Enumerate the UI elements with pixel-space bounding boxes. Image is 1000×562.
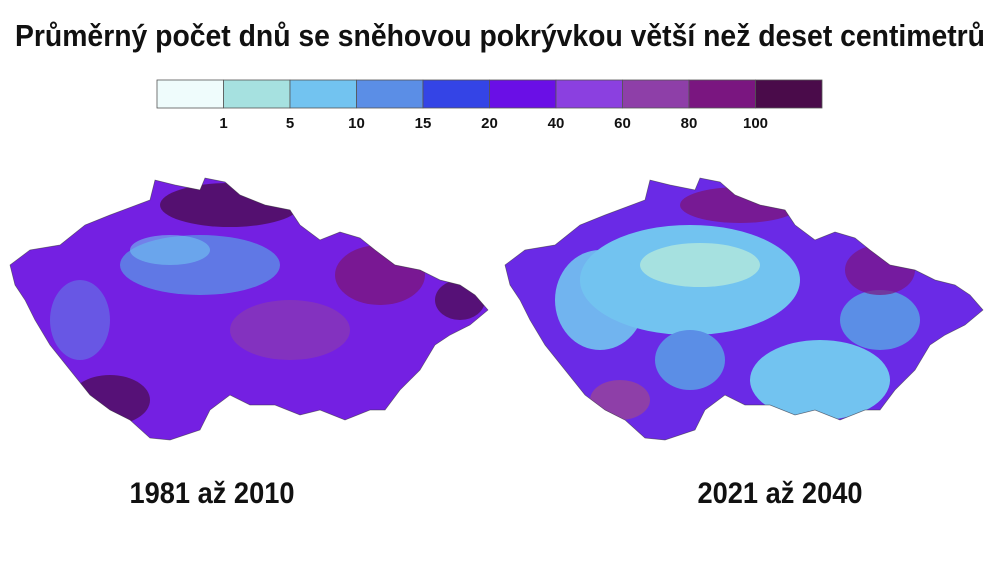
map-1981-2010: [9, 177, 489, 441]
legend-label: 5: [286, 115, 294, 132]
legend-swatch: [489, 79, 557, 109]
legend-label: 15: [415, 115, 432, 132]
legend-swatch: [688, 79, 756, 109]
legend-label: 20: [481, 115, 498, 132]
map-title: Průměrný počet dnů se sněhovou pokrývkou…: [15, 18, 985, 53]
legend: 1 5 10 15 20 40 60 80 100: [156, 79, 823, 132]
legend-swatch: [223, 79, 291, 109]
legend-label: 80: [681, 115, 698, 132]
legend-label: 60: [614, 115, 631, 132]
legend-label: 100: [743, 115, 768, 132]
map-caption: 2021 až 2040: [698, 477, 863, 510]
legend-swatch: [755, 79, 823, 109]
map-2021-2040: [504, 177, 984, 441]
legend-label: 1: [219, 115, 227, 132]
map-caption: 1981 až 2010: [130, 477, 295, 510]
legend-label: 10: [348, 115, 365, 132]
legend-label: 40: [548, 115, 565, 132]
legend-swatch: [289, 79, 357, 109]
legend-swatch: [555, 79, 623, 109]
legend-swatch: [356, 79, 424, 109]
legend-swatch: [156, 79, 224, 109]
legend-swatch: [622, 79, 690, 109]
legend-swatch: [422, 79, 490, 109]
